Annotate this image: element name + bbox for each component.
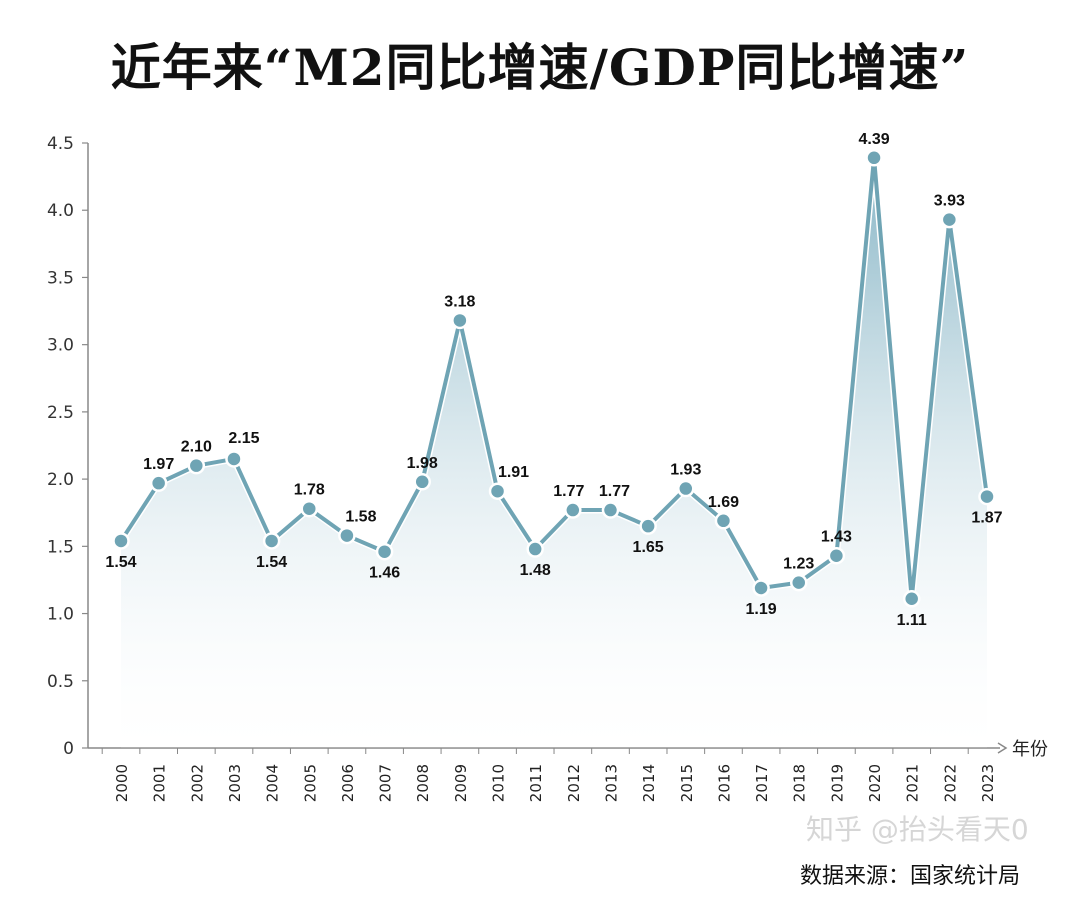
- x-tick-label: 2007: [377, 764, 395, 802]
- data-point: [902, 590, 921, 608]
- data-label: 1.65: [633, 539, 664, 556]
- y-tick-label: 4.0: [47, 201, 74, 221]
- data-point: [526, 540, 544, 558]
- data-point: [451, 311, 469, 330]
- x-tick-label: 2021: [904, 764, 922, 802]
- data-point: [789, 573, 808, 592]
- data-label: 3.93: [934, 193, 965, 210]
- x-axis-arrow-icon: [997, 742, 1008, 754]
- y-tick-label: 2.5: [47, 403, 74, 423]
- data-label: 1.43: [821, 529, 852, 546]
- series-line: [119, 155, 989, 601]
- data-point: [827, 546, 846, 565]
- y-tick-label: 2.0: [47, 470, 74, 490]
- data-label: 1.93: [670, 462, 701, 479]
- data-point: [112, 532, 130, 550]
- x-tick-label: 2003: [226, 764, 244, 802]
- data-label: 2.10: [181, 439, 212, 456]
- data-label: 1.54: [105, 554, 136, 571]
- data-label: 1.54: [256, 554, 287, 571]
- x-tick-label: 2014: [640, 764, 658, 802]
- data-source: 数据来源：国家统计局: [800, 864, 1021, 889]
- data-label: 1.78: [294, 482, 325, 499]
- y-tick-label: 0: [63, 739, 74, 759]
- y-tick-label: 1.5: [47, 537, 74, 557]
- x-tick-label: 2006: [339, 764, 357, 802]
- x-tick-label: 2015: [678, 764, 696, 802]
- x-tick-label: 2009: [452, 764, 470, 802]
- data-label: 1.97: [143, 456, 174, 473]
- x-axis-label: 年份: [1012, 739, 1048, 760]
- data-point: [488, 482, 507, 500]
- data-label: 1.46: [369, 565, 400, 582]
- data-point: [375, 542, 394, 561]
- data-point: [338, 526, 356, 545]
- data-label: 1.98: [407, 455, 438, 472]
- data-label: 1.87: [971, 510, 1002, 527]
- x-tick-label: 2000: [113, 764, 131, 802]
- x-tick-label: 2017: [753, 764, 771, 802]
- x-tick-label: 2012: [565, 764, 583, 802]
- y-tick-label: 1.0: [47, 605, 74, 625]
- data-point: [262, 532, 281, 550]
- x-tick-label: 2023: [979, 764, 997, 802]
- data-point: [413, 473, 431, 491]
- data-point: [639, 517, 657, 535]
- x-tick-label: 2002: [188, 764, 206, 802]
- data-label: 1.23: [783, 556, 814, 573]
- data-point: [714, 512, 733, 530]
- data-point: [225, 450, 243, 468]
- data-point: [564, 501, 582, 519]
- data-point: [601, 501, 620, 519]
- data-point: [978, 487, 996, 506]
- x-tick-label: 2019: [828, 764, 846, 802]
- x-tick-label: 2016: [715, 764, 733, 802]
- data-point: [865, 149, 883, 167]
- x-tick-label: 2022: [941, 764, 959, 802]
- data-point: [149, 474, 168, 492]
- x-tick-label: 2008: [414, 764, 432, 802]
- y-tick-label: 4.5: [47, 134, 74, 154]
- data-label: 4.39: [858, 131, 889, 148]
- x-tick-label: 2001: [151, 764, 169, 802]
- y-tick-label: 3.5: [47, 268, 74, 288]
- data-label: 3.18: [444, 293, 475, 310]
- data-point: [752, 579, 770, 597]
- chart-title: 近年来“M2同比增速/GDP同比增速”: [110, 38, 970, 97]
- data-label: 1.69: [708, 494, 739, 511]
- data-label: 1.48: [520, 562, 551, 579]
- data-label: 1.91: [498, 464, 529, 481]
- x-tick-label: 2020: [866, 764, 884, 802]
- data-point: [187, 456, 206, 475]
- x-tick-label: 2011: [527, 764, 545, 802]
- data-point: [677, 479, 695, 498]
- data-point: [940, 210, 959, 229]
- data-point: [300, 499, 319, 518]
- y-tick-label: 0.5: [47, 672, 74, 692]
- watermark: 知乎 @抬头看天0: [806, 813, 1029, 846]
- x-tick-label: 2004: [264, 764, 282, 802]
- data-label: 2.15: [228, 430, 259, 447]
- data-label: 1.19: [746, 601, 777, 618]
- area-fill: [121, 157, 987, 749]
- x-tick-label: 2018: [791, 764, 809, 802]
- data-label: 1.11: [897, 612, 927, 629]
- x-tick-label: 2005: [301, 764, 319, 802]
- data-label: 1.77: [553, 483, 584, 500]
- data-label: 1.58: [345, 509, 376, 526]
- x-tick-label: 2013: [602, 764, 620, 802]
- data-label: 1.77: [599, 483, 630, 500]
- y-tick-label: 3.0: [47, 336, 74, 356]
- x-tick-label: 2010: [490, 764, 508, 802]
